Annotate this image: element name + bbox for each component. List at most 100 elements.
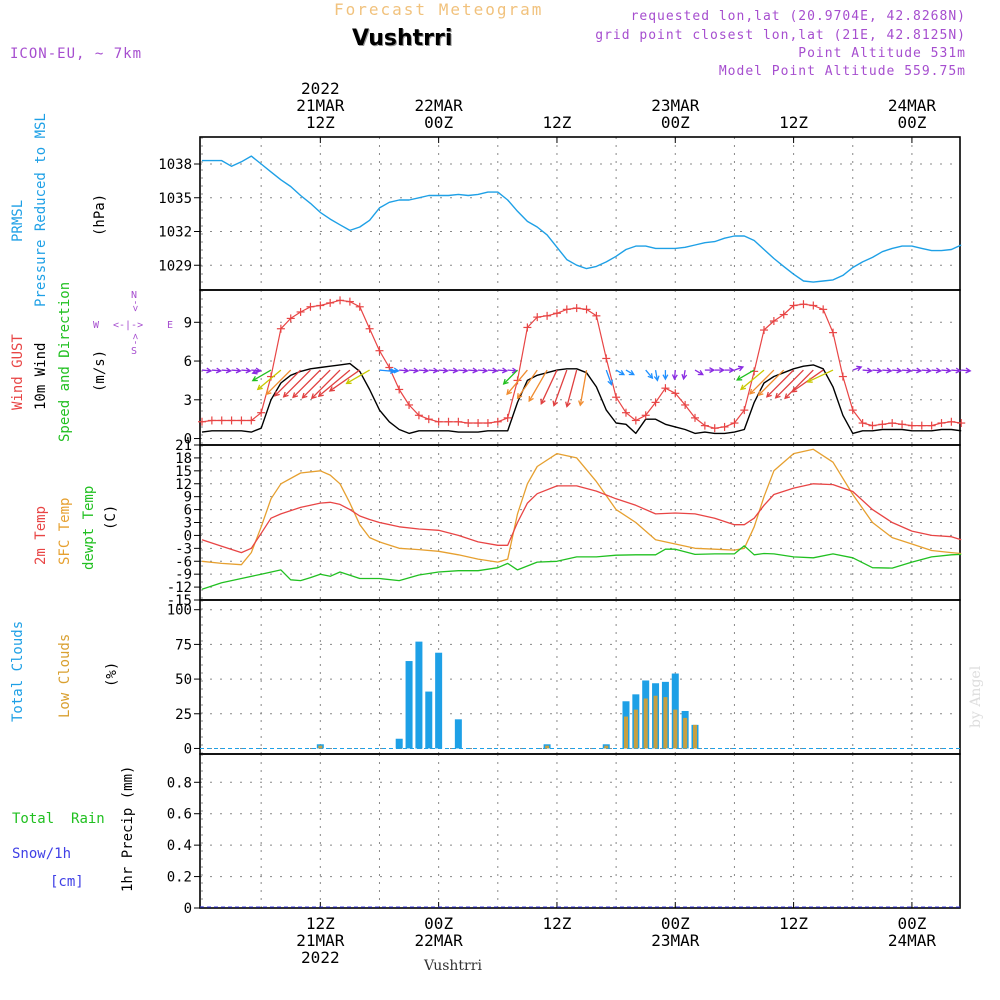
ytick-label-clouds: 50 bbox=[175, 672, 192, 688]
wind-direction-arrow bbox=[740, 369, 765, 390]
ytick-label-wind: 3 bbox=[184, 393, 192, 409]
wind-direction-arrow bbox=[266, 369, 292, 395]
wind-direction-arrow bbox=[758, 369, 785, 396]
wind-direction-arrow bbox=[292, 369, 321, 398]
ytick-label-temp: -6 bbox=[175, 554, 192, 570]
wind-direction-arrow bbox=[517, 369, 538, 399]
wind-arrow-head bbox=[482, 367, 489, 374]
wind-arrow-head bbox=[472, 367, 479, 374]
ytick-label-wind: 0 bbox=[184, 432, 192, 448]
bottom-time-label: 00Z bbox=[424, 914, 453, 933]
location-title: Vushtrri bbox=[352, 26, 453, 51]
total-clouds-bar bbox=[454, 719, 462, 749]
wind-arrow-head bbox=[791, 387, 798, 393]
bottom-time-label: 00Z bbox=[897, 914, 926, 933]
low-clouds-bar bbox=[663, 697, 668, 749]
wind-arrow-head bbox=[423, 367, 430, 374]
wind-arrow-head bbox=[552, 400, 559, 407]
bottom-time-label: 12Z bbox=[779, 914, 808, 933]
wind-direction-arrow bbox=[775, 369, 804, 399]
wind-arrow-head bbox=[906, 367, 913, 374]
snow-label: Snow/1h bbox=[12, 846, 72, 862]
wind-arrow-head bbox=[251, 375, 258, 382]
wind-direction-arrow bbox=[497, 369, 507, 372]
wind-arrow-head bbox=[866, 367, 873, 374]
wind-arrow-head bbox=[502, 378, 509, 385]
wind-direction-arrow bbox=[389, 369, 399, 372]
footer-location: Vushtrri bbox=[424, 958, 482, 974]
low-clouds-bar bbox=[683, 717, 688, 749]
wind-direction-arrow bbox=[252, 369, 272, 382]
ytick-label-temp: -9 bbox=[175, 567, 192, 583]
wind-arrow-head bbox=[662, 374, 669, 381]
requested-coordinates: requested lon,lat (20.9704E, 42.8268N) bbox=[630, 9, 966, 24]
wind-10m-line bbox=[201, 362, 962, 435]
wind-arrow-head bbox=[506, 389, 513, 396]
wind-direction-arrow bbox=[645, 369, 653, 379]
wind-direction-arrow bbox=[951, 369, 961, 372]
low-clouds-bar bbox=[623, 716, 628, 749]
wind-arrow-head bbox=[896, 367, 903, 374]
wind-direction-arrow bbox=[458, 369, 468, 372]
wind-arrow-head bbox=[265, 389, 272, 396]
wind-direction-arrow bbox=[399, 369, 409, 372]
ytick-label-temp: 3 bbox=[184, 516, 192, 532]
wind-direction-arrow bbox=[902, 369, 912, 372]
total-clouds-bar bbox=[435, 652, 443, 749]
ytick-label-prmsl: 1032 bbox=[158, 225, 192, 241]
wind-direction-arrow bbox=[302, 369, 331, 399]
model-point-altitude: Model Point Altitude 559.75m bbox=[718, 64, 966, 79]
wind-arrow-head bbox=[965, 367, 972, 374]
wind-direction-arrow bbox=[553, 369, 568, 406]
grid-point-coordinates: grid point closest lon,lat (21E, 42.8125… bbox=[595, 28, 966, 43]
bottom-time-label: 12Z bbox=[306, 914, 335, 933]
ytick-label-precip: 0.4 bbox=[167, 838, 192, 854]
wind-arrow-head bbox=[653, 375, 660, 382]
ytick-label-wind: 6 bbox=[184, 354, 192, 370]
wind-direction-arrow bbox=[736, 369, 755, 381]
wind-direction-arrow bbox=[221, 369, 231, 372]
wind-direction-arrow bbox=[506, 369, 528, 395]
wind-direction-arrow bbox=[468, 369, 478, 372]
ytick-label-clouds: 100 bbox=[167, 603, 192, 619]
top-time-label: 21MAR bbox=[296, 96, 345, 115]
wind-arrow-head bbox=[765, 391, 772, 398]
bottom-time-label: 21MAR bbox=[296, 931, 345, 950]
wind-direction-arrow bbox=[528, 369, 548, 402]
wind-arrow-head bbox=[736, 375, 743, 381]
wind-direction-arrow bbox=[438, 369, 448, 372]
wind-arrow-head bbox=[709, 367, 716, 374]
wind-arrow-head bbox=[389, 368, 397, 374]
bottom-time-label: 2022 bbox=[301, 948, 340, 967]
total-clouds-bar bbox=[405, 661, 413, 749]
forecast-meteogram-title: Forecast Meteogram bbox=[334, 0, 544, 19]
ytick-label-temp: 15 bbox=[175, 464, 192, 480]
wind-direction-arrow bbox=[862, 369, 872, 372]
wind-arrow-head bbox=[565, 401, 571, 408]
ytick-label-temp: -3 bbox=[175, 541, 192, 557]
dewpt-line bbox=[201, 545, 962, 590]
wind-direction-arrow bbox=[911, 369, 921, 372]
wind-arrow-head bbox=[256, 384, 263, 391]
wind-direction-arrow bbox=[540, 369, 558, 404]
wind-arrow-head bbox=[718, 367, 726, 374]
wind-direction-arrow bbox=[682, 369, 686, 380]
wind-arrow-head bbox=[215, 367, 223, 374]
wind-arrow-head bbox=[452, 367, 459, 374]
snow-unit-label: [cm] bbox=[50, 874, 84, 890]
ytick-label-temp: -15 bbox=[167, 593, 192, 609]
wind-arrow-head bbox=[282, 391, 289, 398]
wind-arrow-head bbox=[528, 395, 534, 403]
ytick-label-temp: 9 bbox=[184, 490, 192, 506]
wind-arrow-head bbox=[301, 392, 308, 399]
wind-arrow-head bbox=[671, 374, 678, 381]
wind-arrow-head bbox=[328, 386, 335, 392]
temp-2m-line bbox=[201, 483, 962, 554]
wind-arrow-head bbox=[806, 377, 813, 383]
wind-direction-arrow bbox=[283, 369, 311, 398]
wind-arrow-head bbox=[235, 367, 242, 374]
low-clouds-bar bbox=[318, 745, 323, 749]
point-altitude: Point Altitude 531m bbox=[798, 46, 966, 61]
wind-direction-arrow bbox=[921, 369, 931, 372]
wind-arrow-head bbox=[462, 367, 469, 374]
